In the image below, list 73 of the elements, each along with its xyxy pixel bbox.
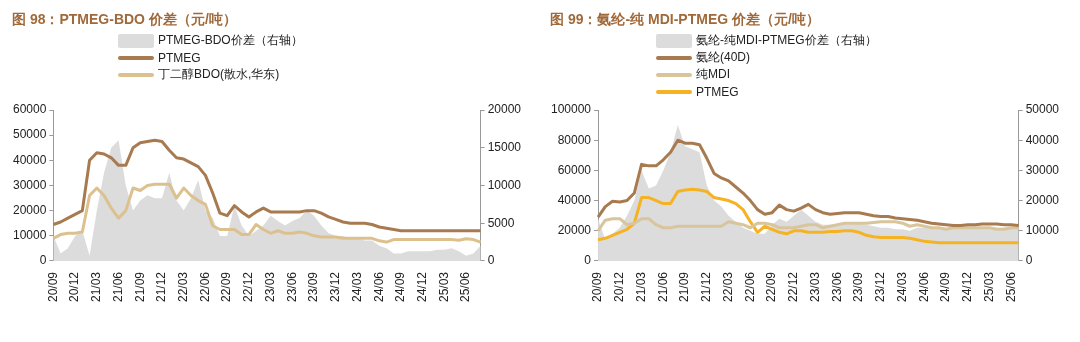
x-tick-label: 25/06 xyxy=(1003,271,1018,302)
x-tick-label: 21/06 xyxy=(110,271,125,302)
x-tick-label: 24/09 xyxy=(938,271,953,302)
x-tick-label: 21/12 xyxy=(154,271,169,302)
x-tick-label: 23/12 xyxy=(328,271,343,302)
y-tick-label: 50000 xyxy=(12,127,47,142)
x-tick-label: 25/03 xyxy=(436,271,451,302)
y-tick-label: 60000 xyxy=(12,102,47,117)
y2-tick-label: 30000 xyxy=(1025,162,1060,177)
x-tick-label: 22/03 xyxy=(176,271,191,302)
x-tick-label: 23/03 xyxy=(807,271,822,302)
x-tick-label: 23/03 xyxy=(262,271,277,302)
legend-label: PTMEG-BDO价差（右轴） xyxy=(158,32,303,49)
chart-title: 图 99：氨纶-纯 MDI-PTMEG 价差（元/吨） xyxy=(549,10,821,29)
chart-title: 图 98：PTMEG-BDO 价差（元/吨） xyxy=(11,10,238,29)
x-tick-label: 21/12 xyxy=(699,271,714,302)
legend-label: 氨纶-纯MDI-PTMEG价差（右轴） xyxy=(696,32,877,49)
y-tick-label: 100000 xyxy=(551,102,592,117)
y-tick-label: 10000 xyxy=(12,228,47,243)
x-tick-label: 20/09 xyxy=(590,271,605,302)
y-tick-label: 60000 xyxy=(557,162,592,177)
y-tick-label: 40000 xyxy=(12,152,47,167)
x-tick-label: 21/06 xyxy=(655,271,670,302)
y-tick-label: 20000 xyxy=(12,202,47,217)
x-tick-label: 24/12 xyxy=(415,271,430,302)
y2-tick-label: 10000 xyxy=(487,177,522,192)
x-tick-label: 23/06 xyxy=(284,271,299,302)
x-tick-label: 21/03 xyxy=(633,271,648,302)
y2-tick-label: 20000 xyxy=(1025,192,1060,207)
x-tick-label: 24/09 xyxy=(393,271,408,302)
y-tick-label: 80000 xyxy=(557,132,592,147)
y2-tick-label: 15000 xyxy=(487,140,522,155)
x-tick-label: 22/12 xyxy=(241,271,256,302)
x-tick-label: 22/06 xyxy=(197,271,212,302)
x-tick-label: 20/12 xyxy=(612,271,627,302)
y2-tick-label: 10000 xyxy=(1025,223,1060,238)
x-tick-label: 25/06 xyxy=(458,271,473,302)
x-tick-label: 21/09 xyxy=(677,271,692,302)
y2-tick-label: 0 xyxy=(1025,253,1033,268)
y2-tick-label: 20000 xyxy=(487,102,522,117)
x-tick-label: 24/03 xyxy=(349,271,364,302)
x-tick-label: 23/06 xyxy=(829,271,844,302)
y2-tick-label: 0 xyxy=(487,253,495,268)
x-tick-label: 23/09 xyxy=(851,271,866,302)
y-tick-label: 40000 xyxy=(557,192,592,207)
x-tick-label: 22/12 xyxy=(786,271,801,302)
y2-tick-label: 40000 xyxy=(1025,132,1060,147)
y-tick-label: 0 xyxy=(39,253,47,268)
x-tick-label: 22/09 xyxy=(219,271,234,302)
x-tick-label: 20/09 xyxy=(45,271,60,302)
x-tick-label: 24/03 xyxy=(894,271,909,302)
x-tick-label: 22/09 xyxy=(764,271,779,302)
x-tick-label: 23/09 xyxy=(306,271,321,302)
x-tick-label: 20/12 xyxy=(67,271,82,302)
x-tick-label: 24/06 xyxy=(916,271,931,302)
x-tick-label: 21/03 xyxy=(89,271,104,302)
legend-label: PTMEG xyxy=(158,50,201,65)
legend-label: 纯MDI xyxy=(696,66,730,83)
y2-tick-label: 5000 xyxy=(487,215,515,230)
x-tick-label: 25/03 xyxy=(981,271,996,302)
x-tick-label: 23/12 xyxy=(873,271,888,302)
y2-tick-label: 50000 xyxy=(1025,102,1060,117)
legend-label: 丁二醇BDO(散水,华东) xyxy=(158,66,280,83)
x-tick-label: 21/09 xyxy=(132,271,147,302)
x-tick-label: 24/06 xyxy=(371,271,386,302)
y-tick-label: 20000 xyxy=(557,223,592,238)
x-tick-label: 22/03 xyxy=(720,271,735,302)
x-tick-label: 22/06 xyxy=(742,271,757,302)
y-tick-label: 30000 xyxy=(12,177,47,192)
legend-label: 氨纶(40D) xyxy=(696,49,751,66)
x-tick-label: 24/12 xyxy=(960,271,975,302)
y-tick-label: 0 xyxy=(584,253,592,268)
legend-label: PTMEG xyxy=(696,84,739,99)
